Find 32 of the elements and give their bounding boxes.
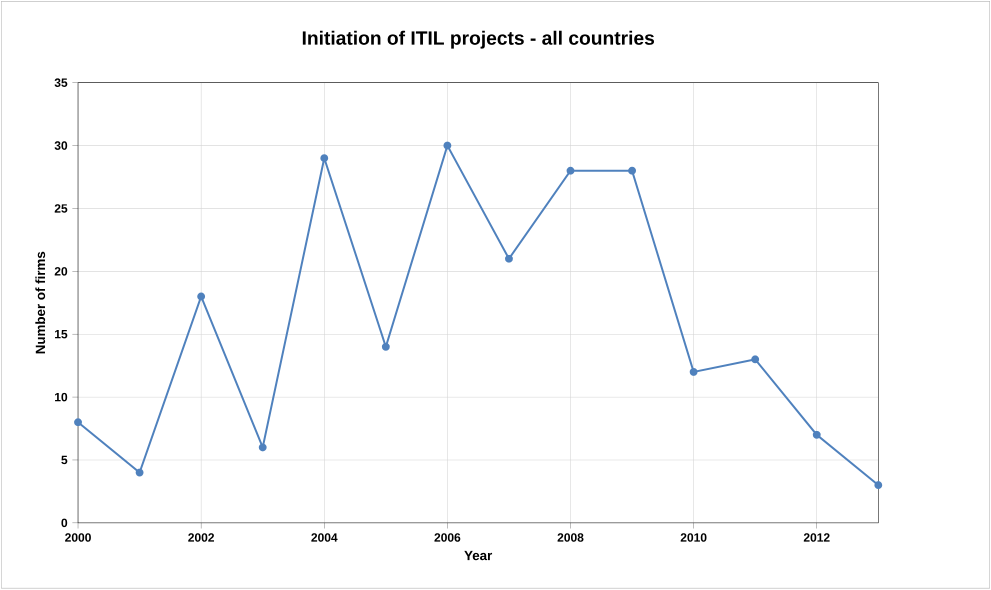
x-tick-label: 2004: [311, 533, 338, 542]
x-tick-label: 2006: [434, 533, 460, 542]
y-tick-label: 10: [55, 393, 68, 402]
y-axis-title: Number of firms: [35, 252, 46, 354]
y-tick-label: 5: [61, 456, 68, 464]
x-tick-label: 2012: [804, 533, 830, 542]
x-tick-label: 2002: [188, 533, 214, 542]
point: [812, 431, 821, 439]
point: [874, 481, 882, 490]
y-tick-label: 25: [54, 204, 68, 213]
chart-title: Initiation of ITIL projects - all countries: [302, 30, 654, 49]
y-tick-label: 15: [55, 330, 68, 339]
y-tick-label: 0: [61, 518, 68, 528]
point: [628, 167, 636, 175]
point: [382, 343, 390, 351]
point: [751, 356, 760, 364]
y-tick-label: 35: [54, 78, 68, 88]
point: [197, 292, 206, 301]
point: [258, 444, 267, 452]
y-tick-label: 20: [54, 267, 68, 276]
point: [505, 255, 513, 263]
point: [320, 154, 328, 162]
point: [690, 368, 698, 376]
x-tick-label: 2000: [65, 533, 91, 542]
point: [566, 167, 574, 175]
point: [136, 468, 144, 477]
x-tick-label: 2008: [558, 533, 584, 542]
point: [74, 418, 82, 426]
y-tick-label: 30: [54, 142, 68, 150]
x-tick-label: 2010: [680, 533, 706, 542]
x-axis-title: Year: [464, 551, 492, 560]
point: [443, 142, 452, 150]
